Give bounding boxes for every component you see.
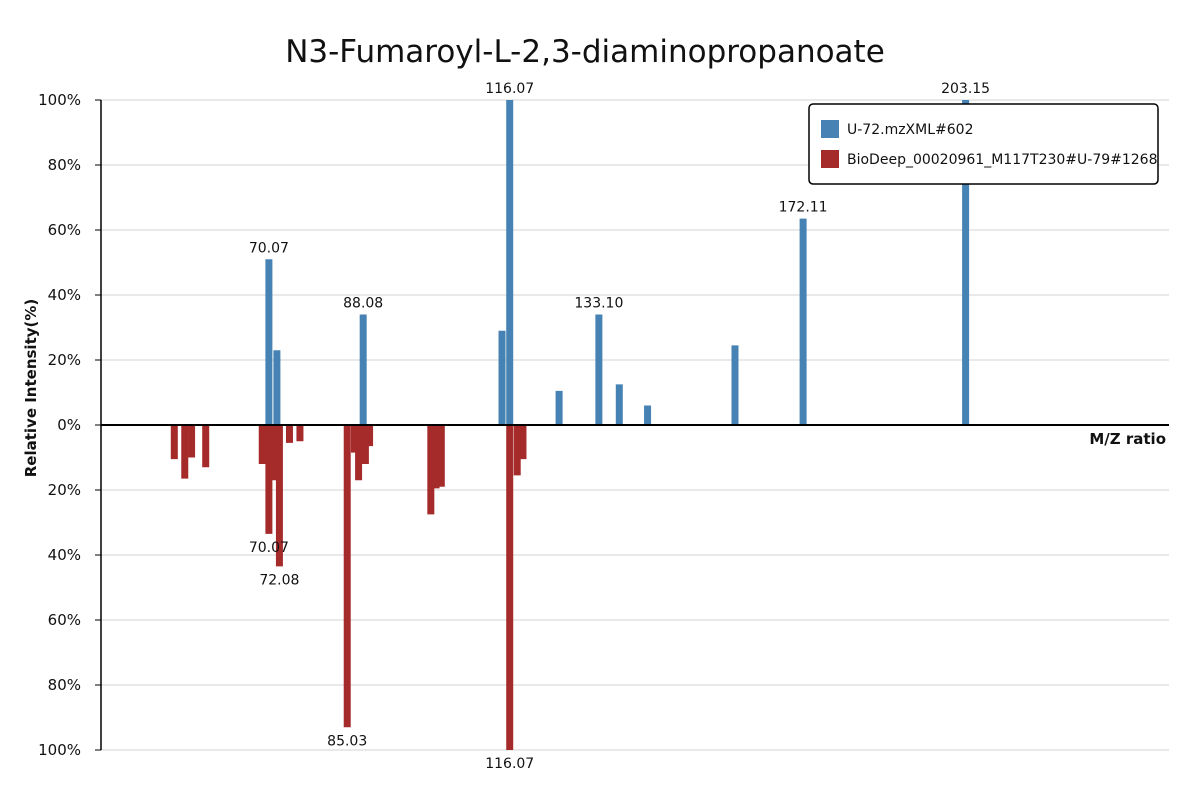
- query-peak-bar[interactable]: [595, 314, 603, 426]
- reference-peak-bar[interactable]: [275, 425, 283, 567]
- query-peak-label: 116.07: [485, 81, 534, 97]
- query-peak-bar[interactable]: [731, 345, 739, 425]
- y-tick-labels: 100% 80% 60% 40% 20% 0% 20% 40% 60% 80% 100%: [38, 91, 101, 759]
- x-axis-title: M/Z ratio: [1089, 430, 1166, 448]
- reference-peak-bar[interactable]: [181, 425, 189, 479]
- y-tick-label: 60%: [48, 221, 81, 239]
- y-tick-label: 40%: [48, 546, 81, 564]
- y-tick-label: 60%: [48, 611, 81, 629]
- reference-peak-bar[interactable]: [361, 425, 369, 464]
- query-peak-bar[interactable]: [555, 390, 563, 425]
- reference-peak-bar[interactable]: [271, 425, 279, 481]
- y-tick-label: 20%: [48, 351, 81, 369]
- peak-bars: [170, 100, 970, 750]
- reference-peak-bar[interactable]: [170, 425, 178, 460]
- query-peak-bar[interactable]: [615, 384, 623, 425]
- legend: U-72.mzXML#602 BioDeep_00020961_M117T230…: [808, 103, 1159, 185]
- reference-peak-bar[interactable]: [285, 425, 293, 443]
- query-peak-label: 172.11: [779, 200, 828, 216]
- reference-peak-bar[interactable]: [265, 425, 273, 534]
- reference-peak-bar[interactable]: [202, 425, 210, 468]
- peak-labels: 70.07 88.08 116.07 133.10 172.11 203.15 70.07 7…: [249, 81, 990, 772]
- reference-peak-bar[interactable]: [350, 425, 358, 453]
- reference-peak-bar[interactable]: [258, 425, 266, 464]
- reference-peak-label: 72.08: [259, 572, 299, 588]
- reference-peak-bar[interactable]: [506, 425, 514, 750]
- reference-peak-bar[interactable]: [343, 425, 351, 728]
- query-peak-bar[interactable]: [498, 330, 506, 425]
- y-tick-label: 40%: [48, 286, 81, 304]
- chart-title: N3-Fumaroyl-L-2,3-diaminopropanoate: [285, 34, 885, 70]
- y-tick-label: 80%: [48, 156, 81, 174]
- y-tick-label: 80%: [48, 676, 81, 694]
- reference-peak-bar[interactable]: [437, 425, 445, 487]
- query-peak-label: 70.07: [249, 240, 289, 256]
- query-peak-bar[interactable]: [799, 218, 807, 425]
- query-peak-label: 203.15: [941, 81, 990, 97]
- legend-swatch-reference: [821, 150, 839, 168]
- reference-peak-bar[interactable]: [432, 425, 440, 489]
- query-peak-bar[interactable]: [962, 100, 970, 425]
- legend-box: [808, 103, 1159, 185]
- y-tick-label: 100%: [38, 91, 81, 109]
- y-axis-title: Relative Intensity(%): [22, 299, 40, 478]
- reference-peak-bar[interactable]: [355, 425, 363, 481]
- query-peak-bar[interactable]: [359, 314, 367, 426]
- y-tick-label: 20%: [48, 481, 81, 499]
- reference-peak-label: 70.07: [249, 540, 289, 556]
- query-peak-label: 133.10: [574, 296, 623, 312]
- reference-peak-label: 85.03: [327, 733, 367, 749]
- legend-label-reference: BioDeep_00020961_M117T230#U-79#1268: [847, 152, 1158, 168]
- reference-peak-label: 116.07: [485, 756, 534, 772]
- reference-peak-bar[interactable]: [519, 425, 527, 460]
- legend-label-query: U-72.mzXML#602: [847, 122, 973, 138]
- query-peak-bar[interactable]: [506, 100, 514, 425]
- query-peak-bar[interactable]: [273, 350, 281, 425]
- query-peak-bar[interactable]: [644, 405, 652, 426]
- query-peak-bar[interactable]: [265, 259, 273, 425]
- legend-swatch-query: [821, 120, 839, 138]
- reference-peak-bar[interactable]: [296, 425, 304, 442]
- y-tick-label: 0%: [57, 416, 81, 434]
- axes: [100, 100, 1169, 750]
- y-tick-label: 100%: [38, 741, 81, 759]
- reference-peak-bar[interactable]: [427, 425, 435, 515]
- reference-peak-bar[interactable]: [513, 425, 521, 476]
- query-peak-label: 88.08: [343, 296, 383, 312]
- reference-peak-bar[interactable]: [188, 425, 196, 458]
- reference-peak-bar[interactable]: [366, 425, 374, 447]
